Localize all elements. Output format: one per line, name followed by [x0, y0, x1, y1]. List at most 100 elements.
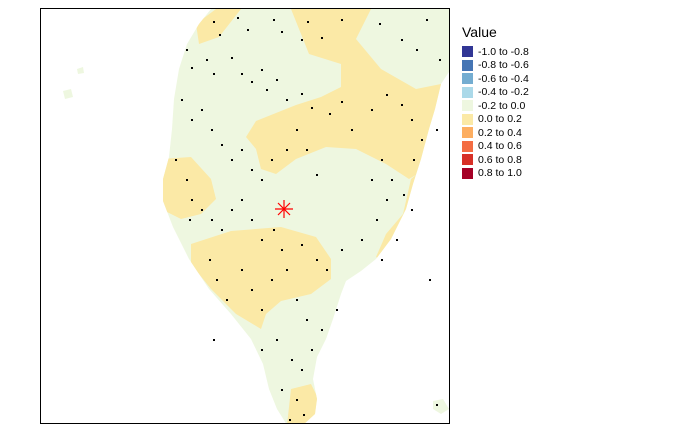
station-point [273, 19, 275, 21]
station-point [436, 404, 438, 406]
station-point [336, 309, 338, 311]
station-point [241, 73, 243, 75]
station-point [311, 349, 313, 351]
legend-items: -1.0 to -0.8 -0.8 to -0.6 -0.6 to -0.4 -0.4… [462, 45, 582, 180]
legend-item: -0.6 to -0.4 [462, 72, 582, 86]
station-point [213, 73, 215, 75]
legend-item: 0.4 to 0.6 [462, 140, 582, 154]
station-point [341, 19, 343, 21]
station-point [426, 19, 428, 21]
station-point [261, 309, 263, 311]
station-point [201, 109, 203, 111]
station-point [206, 59, 208, 61]
station-point [251, 219, 253, 221]
legend-item: 0.8 to 1.0 [462, 167, 582, 181]
legend-item: 0.2 to 0.4 [462, 126, 582, 140]
station-point [216, 279, 218, 281]
station-point [231, 159, 233, 161]
station-point [186, 49, 188, 51]
station-point [296, 299, 298, 301]
station-point [237, 17, 239, 19]
legend-item: -0.8 to -0.6 [462, 59, 582, 73]
station-point [247, 29, 249, 31]
station-point [351, 129, 353, 131]
station-point [316, 174, 318, 176]
island [433, 399, 449, 414]
station-point [376, 219, 378, 221]
station-point [381, 259, 383, 261]
legend-label: -0.4 to -0.2 [478, 86, 529, 99]
station-point [421, 139, 423, 141]
legend-swatch [462, 167, 473, 179]
station-point [175, 159, 177, 161]
station-point [251, 81, 253, 83]
station-point [241, 199, 243, 201]
station-point [286, 269, 288, 271]
islet [63, 89, 73, 99]
station-point [379, 23, 381, 25]
station-point [209, 259, 211, 261]
land-base [163, 9, 449, 423]
station-point [251, 289, 253, 291]
station-point [266, 89, 268, 91]
legend-title: Value [462, 24, 497, 40]
legend-item: 0.0 to 0.2 [462, 113, 582, 127]
station-point [221, 229, 223, 231]
station-point [281, 249, 283, 251]
station-point [329, 113, 331, 115]
station-point [286, 149, 288, 151]
station-point [361, 239, 363, 241]
station-point [401, 39, 403, 41]
legend-item: -0.4 to -0.2 [462, 86, 582, 100]
station-point [306, 319, 308, 321]
legend-label: 0.2 to 0.4 [478, 126, 522, 139]
map-panel [40, 8, 450, 424]
legend-swatch [462, 154, 473, 166]
station-point [386, 199, 388, 201]
legend: Value -1.0 to -0.8 -0.8 to -0.6 -0.6 to -0… [462, 24, 582, 180]
station-point [181, 99, 183, 101]
station-point [211, 129, 213, 131]
station-point [191, 199, 193, 201]
station-point [341, 101, 343, 103]
station-point [189, 219, 191, 221]
station-point [276, 79, 278, 81]
station-point [231, 209, 233, 211]
station-point [213, 339, 215, 341]
legend-swatch [462, 113, 473, 125]
legend-swatch [462, 127, 473, 139]
station-point [311, 107, 313, 109]
legend-label: 0.6 to 0.8 [478, 153, 522, 166]
station-point [341, 249, 343, 251]
station-point [191, 119, 193, 121]
station-point [231, 57, 233, 59]
station-point [201, 209, 203, 211]
legend-swatch [462, 140, 473, 152]
station-point [271, 159, 273, 161]
station-point [261, 239, 263, 241]
station-point [439, 59, 441, 61]
station-point [316, 259, 318, 261]
station-point [191, 67, 193, 69]
station-point [416, 49, 418, 51]
legend-swatch [462, 73, 473, 85]
islet [77, 67, 84, 74]
station-point [396, 239, 398, 241]
legend-label: -0.6 to -0.4 [478, 72, 529, 85]
legend-swatch [462, 100, 473, 112]
station-point [411, 209, 413, 211]
station-point [307, 21, 309, 23]
station-points [175, 17, 441, 421]
station-point [211, 219, 213, 221]
station-point [241, 149, 243, 151]
station-point [213, 21, 215, 23]
legend-label: -0.2 to 0.0 [478, 99, 526, 112]
map-canvas [63, 9, 449, 423]
station-point [219, 34, 221, 36]
legend-label: -0.8 to -0.6 [478, 59, 529, 72]
station-point [386, 94, 388, 96]
station-point [301, 93, 303, 95]
station-point [261, 179, 263, 181]
station-point [301, 244, 303, 246]
station-point [281, 31, 283, 33]
